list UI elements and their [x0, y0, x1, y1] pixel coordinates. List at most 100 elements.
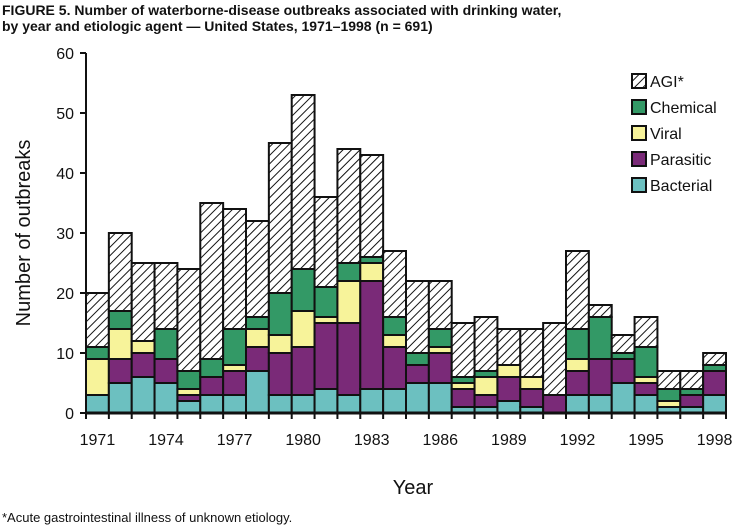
legend-swatch	[631, 151, 647, 167]
x-tick-label: 1998	[697, 432, 733, 449]
bar-segment-chemical-1976	[199, 358, 225, 378]
bar-segment-parasitic-1991	[542, 394, 568, 414]
bar-segment-chemical-1996	[656, 388, 682, 402]
bar-segment-chemical-1980	[290, 268, 316, 312]
bar-segment-agi-1975	[176, 268, 202, 372]
bar-segment-parasitic-1993	[587, 358, 613, 396]
bar-segment-agi-1988	[473, 316, 499, 372]
bar-segment-parasitic-1984	[382, 346, 407, 390]
bar-segment-chemical-1974	[153, 328, 179, 360]
bar-segment-chemical-1977	[222, 328, 247, 366]
bar-segment-parasitic-1994	[610, 358, 636, 384]
bar-segment-parasitic-1995	[633, 382, 659, 396]
bar-segment-parasitic-1974	[153, 358, 179, 384]
bar-segment-parasitic-1985	[405, 364, 430, 384]
bar-segment-chemical-1982	[336, 262, 362, 282]
figure-title-line1: FIGURE 5. Number of waterborne-disease o…	[2, 2, 562, 18]
y-tick-label: 40	[56, 166, 74, 183]
bar-segment-viral-1990	[519, 376, 545, 390]
bar-segment-viral-1983	[359, 262, 385, 282]
bar-segment-bacterial-1986	[427, 382, 453, 414]
bar-segment-bacterial-1979	[267, 394, 293, 414]
bar-segment-agi-1972	[107, 232, 133, 312]
bar-segment-agi-1989	[496, 328, 522, 366]
bar-segment-agi-1994	[610, 334, 636, 354]
bar-segment-chemical-1981	[313, 286, 339, 318]
bar-segment-agi-1983	[359, 154, 385, 258]
bar-segment-parasitic-1990	[519, 388, 545, 408]
bar-segment-parasitic-1998	[702, 370, 728, 396]
bar-segment-viral-1978	[245, 328, 270, 348]
bar-segment-bacterial-1995	[633, 394, 659, 414]
bar-segment-parasitic-1977	[222, 370, 247, 396]
bar-segment-agi-1979	[267, 142, 293, 294]
y-tick-label: 50	[56, 106, 74, 123]
bar-segment-bacterial-1975	[176, 400, 202, 414]
bar-segment-chemical-1993	[587, 316, 613, 360]
bar-segment-agi-1973	[130, 262, 156, 342]
bar-segment-viral-1982	[336, 280, 362, 324]
bar-segment-agi-1978	[245, 220, 270, 318]
bar-segment-agi-1992	[565, 250, 590, 330]
bar-segment-chemical-1978	[245, 316, 270, 330]
bar-segment-parasitic-1982	[336, 322, 362, 396]
bar-segment-bacterial-1971	[85, 394, 110, 414]
bar-segment-bacterial-1974	[153, 382, 179, 414]
bar-segment-parasitic-1976	[199, 376, 225, 396]
bar-segment-bacterial-1998	[702, 394, 728, 414]
bar-segment-bacterial-1977	[222, 394, 247, 414]
bar-segment-parasitic-1979	[267, 352, 293, 396]
legend: AGI* Chemical Viral Parasitic Bacterial	[631, 73, 717, 195]
bar-segment-agi-1982	[336, 148, 362, 264]
legend-swatch	[631, 125, 647, 141]
bar-segment-parasitic-1989	[496, 376, 522, 402]
bar-segment-parasitic-1986	[427, 352, 453, 384]
legend-swatch	[631, 73, 647, 89]
y-tick-label: 0	[65, 406, 74, 423]
bar-segment-bacterial-1983	[359, 388, 385, 414]
bar-segment-chemical-1971	[85, 346, 110, 360]
bar-segment-parasitic-1987	[450, 388, 476, 408]
x-tick-label: 1989	[491, 432, 527, 449]
legend-label: Chemical	[650, 100, 717, 117]
x-axis-label: Year	[393, 477, 434, 499]
bar-segment-chemical-1972	[107, 310, 133, 330]
y-axis-label: Number of outbreaks	[13, 140, 35, 327]
legend-label: Parasitic	[650, 152, 711, 169]
bar-segment-agi-1976	[199, 202, 225, 360]
bar-segment-agi-1977	[222, 208, 247, 330]
bar-segment-viral-1979	[267, 334, 293, 354]
bar-segment-bacterial-1992	[565, 394, 590, 414]
bar-segment-chemical-1992	[565, 328, 590, 360]
bar-segment-agi-1987	[450, 322, 476, 378]
bar-segment-chemical-1995	[633, 346, 659, 378]
bar-segment-parasitic-1997	[679, 394, 705, 408]
bar-segment-viral-1989	[496, 364, 522, 378]
bar-segment-parasitic-1980	[290, 346, 316, 396]
x-tick-label: 1983	[354, 432, 390, 449]
x-tick-label: 1986	[422, 432, 458, 449]
bar-segment-agi-1995	[633, 316, 659, 348]
y-tick-label: 10	[56, 346, 74, 363]
bar-segment-chemical-1975	[176, 370, 202, 390]
legend-label: Bacterial	[650, 178, 712, 195]
bar-segment-agi-1986	[427, 280, 453, 330]
bar-segment-chemical-1979	[267, 292, 293, 336]
bar-segment-parasitic-1983	[359, 280, 385, 390]
bar-segment-bacterial-1973	[130, 376, 156, 414]
bar-segment-viral-1972	[107, 328, 133, 360]
bar-segment-bacterial-1984	[382, 388, 407, 414]
bar-segment-bacterial-1989	[496, 400, 522, 414]
bar-segment-bacterial-1993	[587, 394, 613, 414]
bar-segment-agi-1981	[313, 196, 339, 288]
x-tick-label: 1971	[80, 432, 116, 449]
bar-segment-viral-1988	[473, 376, 499, 396]
bar-segment-agi-1974	[153, 262, 179, 330]
bar-segment-parasitic-1981	[313, 322, 339, 390]
bar-segment-agi-1998	[702, 352, 728, 366]
bar-segment-bacterial-1980	[290, 394, 316, 414]
bar-segment-agi-1984	[382, 250, 407, 318]
bar-segment-bacterial-1985	[405, 382, 430, 414]
bar-segment-viral-1971	[85, 358, 110, 396]
